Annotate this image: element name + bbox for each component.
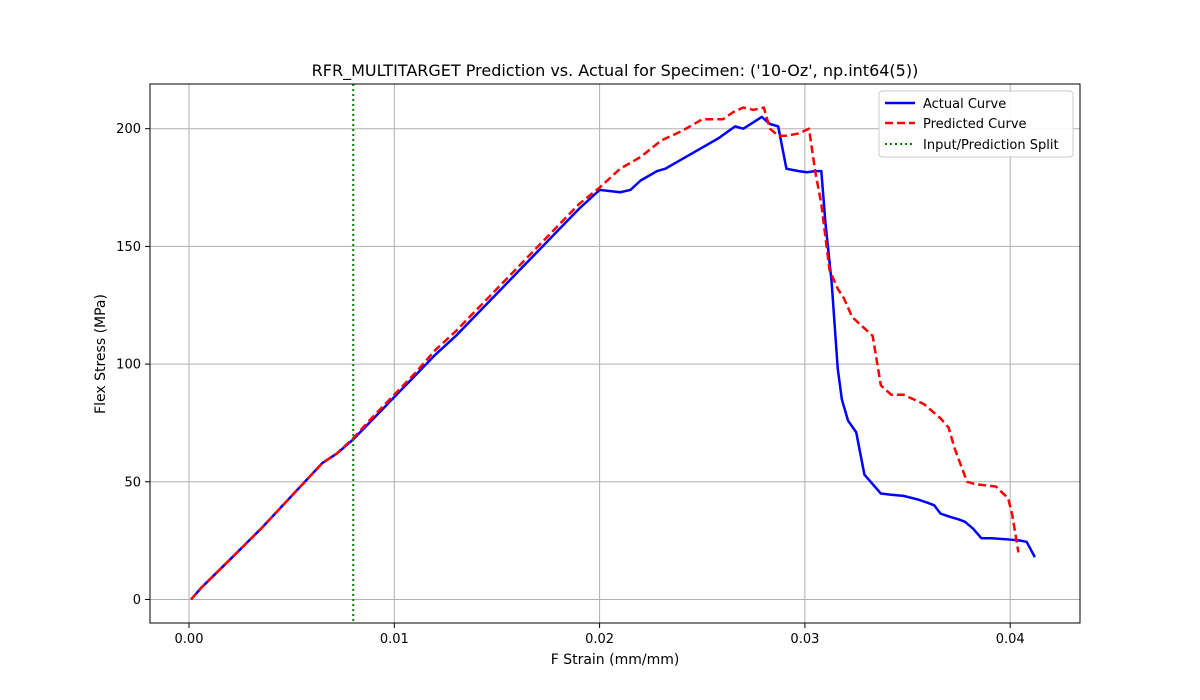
y-tick-label: 100 <box>116 358 141 373</box>
actual-curve-line <box>190 115 1036 601</box>
legend: Actual Curve Predicted Curve Input/Predi… <box>878 90 1074 158</box>
x-tick-label: 0.04 <box>996 632 1025 647</box>
y-tick-label: 150 <box>116 240 141 255</box>
predicted-curve-line <box>190 106 1020 601</box>
legend-label-predicted: Predicted Curve <box>923 117 1027 132</box>
axes-frame <box>149 83 1081 624</box>
x-axis-title: F Strain (mm/mm) <box>551 652 680 668</box>
y-axis-title: Flex Stress (MPa) <box>93 294 109 414</box>
legend-label-actual: Actual Curve <box>923 97 1006 112</box>
x-tick-label: 0.03 <box>790 632 819 647</box>
legend-box <box>878 90 1074 158</box>
x-axis-ticks: 0.00 0.01 0.02 0.03 0.04 <box>175 623 1025 647</box>
y-tick-label: 0 <box>133 593 141 608</box>
x-tick-label: 0.01 <box>380 632 409 647</box>
x-tick-label: 0.00 <box>175 632 204 647</box>
y-tick-label: 50 <box>124 475 141 490</box>
plot-area <box>190 84 1036 623</box>
y-tick-label: 200 <box>116 122 141 137</box>
x-tick-label: 0.02 <box>585 632 614 647</box>
legend-label-split: Input/Prediction Split <box>923 138 1059 153</box>
y-axis-ticks: 0 50 100 150 200 <box>116 122 150 608</box>
chart-title: RFR_MULTITARGET Prediction vs. Actual fo… <box>312 61 919 81</box>
